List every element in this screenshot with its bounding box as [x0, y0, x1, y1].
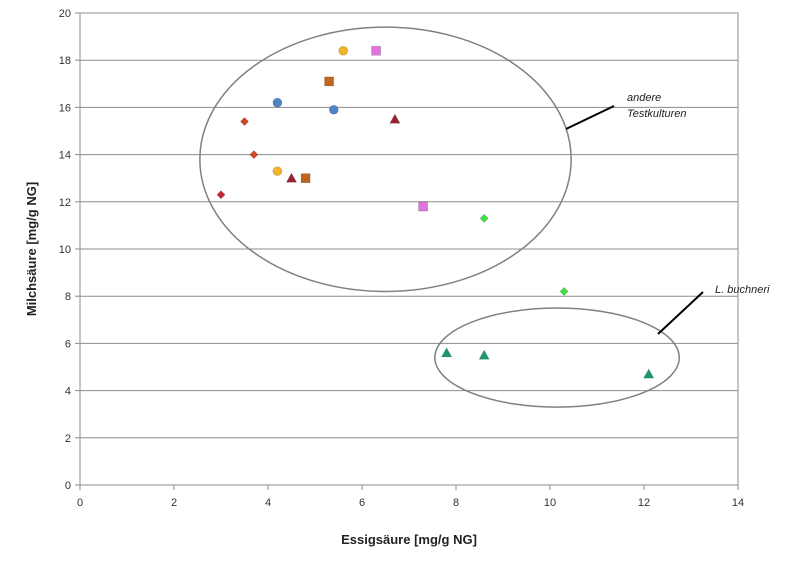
- x-tick-label: 10: [544, 497, 556, 509]
- data-point-circle: [272, 97, 283, 108]
- y-tick-label: 16: [59, 102, 71, 114]
- annotation-label-1: Testkulturen: [627, 108, 687, 120]
- data-point-square: [418, 201, 428, 212]
- x-tick-label: 6: [359, 497, 365, 509]
- annotation-ellipses: [199, 26, 680, 408]
- data-point-circle: [272, 166, 283, 176]
- annotation-leader-line-2: [657, 291, 704, 335]
- y-axis-label: Milchsäure [mg/g NG]: [24, 182, 39, 316]
- x-tick-label: 14: [732, 497, 744, 509]
- x-axis-label: Essigsäure [mg/g NG]: [341, 532, 477, 547]
- annotations: andere Testkulturen L. buchneri: [565, 92, 770, 335]
- y-tick-label: 4: [65, 386, 71, 398]
- data-point-triangle: [643, 368, 655, 379]
- y-tick-label: 2: [65, 433, 71, 445]
- grid-lines: [75, 12, 739, 490]
- y-tick-label: 12: [59, 197, 71, 209]
- x-tick-label: 2: [171, 497, 177, 509]
- y-tick-label: 14: [59, 150, 71, 162]
- annotation-label-1: andere: [627, 92, 661, 104]
- x-tick-label: 4: [265, 497, 271, 509]
- x-tick-label: 12: [638, 497, 650, 509]
- data-point-diamond: [479, 213, 489, 223]
- data-point-circle: [338, 45, 349, 56]
- y-tick-label: 20: [59, 8, 71, 20]
- x-tick-label: 0: [77, 497, 83, 509]
- data-point-diamond: [216, 190, 226, 200]
- x-tick-labels: 0 2 4 6 8 10 12 14: [77, 497, 744, 509]
- data-point-triangle: [478, 349, 490, 360]
- x-tick-label: 8: [453, 497, 459, 509]
- group-ellipse-1: [199, 26, 572, 293]
- data-point-circle: [328, 104, 339, 115]
- data-point-diamond: [240, 117, 249, 126]
- data-point-diamond: [559, 287, 569, 296]
- y-tick-label: 6: [65, 338, 71, 350]
- group-ellipse-2: [434, 307, 680, 408]
- annotation-leader-line-1: [565, 105, 615, 130]
- data-points: [216, 45, 655, 379]
- y-tick-label: 0: [65, 480, 71, 492]
- y-tick-label: 10: [59, 244, 71, 256]
- data-point-diamond: [249, 150, 259, 160]
- y-tick-labels: 0 2 4 6 8 10 12 14 16 18 20: [59, 8, 71, 492]
- annotation-label-2: L. buchneri: [715, 284, 770, 296]
- data-point-triangle: [285, 172, 298, 183]
- data-point-triangle: [441, 347, 453, 358]
- y-tick-label: 18: [59, 55, 71, 67]
- data-point-square: [300, 173, 311, 183]
- data-point-square: [371, 45, 381, 56]
- data-point-square: [324, 76, 334, 87]
- y-tick-label: 8: [65, 291, 71, 303]
- data-point-triangle: [389, 113, 401, 124]
